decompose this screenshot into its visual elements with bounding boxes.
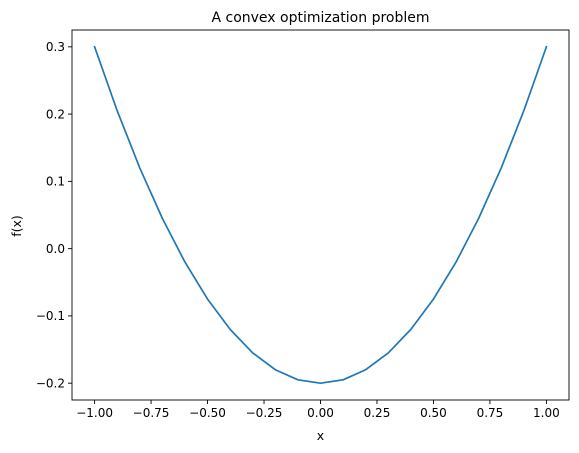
- y-tick-label: −0.1: [36, 309, 65, 323]
- x-tick-label: −1.00: [76, 406, 113, 420]
- x-tick-label: 0.50: [420, 406, 447, 420]
- x-tick-label: −0.25: [246, 406, 283, 420]
- y-axis-label: f(x): [9, 215, 24, 237]
- x-tick-label: −0.75: [133, 406, 170, 420]
- x-tick-label: −0.50: [189, 406, 226, 420]
- x-tick-label: 1.00: [533, 406, 560, 420]
- y-tick-label: 0.3: [46, 40, 65, 54]
- y-tick-label: 0.1: [46, 175, 65, 189]
- y-tick-label: 0.2: [46, 107, 65, 121]
- x-axis: −1.00 −0.75 −0.50 −0.25 0.00 0.25 0.50 0.75 1.00: [76, 400, 560, 420]
- series-line-0: [93, 45, 548, 385]
- x-tick-label: 0.25: [364, 406, 391, 420]
- y-tick-label: −0.2: [36, 376, 65, 390]
- y-axis: −0.2 −0.1 0.0 0.1 0.2 0.3: [36, 40, 72, 390]
- x-axis-label: x: [317, 428, 324, 443]
- y-tick-label: 0.0: [46, 242, 65, 256]
- x-tick-label: 0.00: [307, 406, 334, 420]
- x-tick-label: 0.75: [477, 406, 504, 420]
- chart-title: A convex optimization problem: [211, 10, 429, 26]
